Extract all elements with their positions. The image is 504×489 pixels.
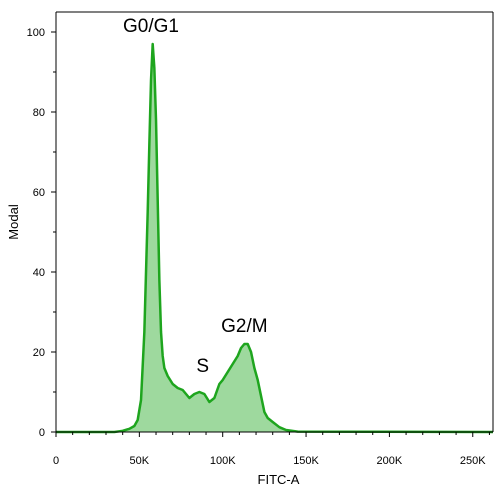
histogram-fill-area xyxy=(56,44,493,432)
peak-label: G2/M xyxy=(221,316,267,337)
y-axis-title: Modal xyxy=(6,204,21,240)
y-tick-label: 0 xyxy=(39,427,45,439)
y-tick-label: 60 xyxy=(33,187,45,199)
y-tick-label: 80 xyxy=(33,107,45,119)
x-tick-label: 200K xyxy=(377,455,403,467)
y-tick-label: 100 xyxy=(27,27,45,39)
histogram-line xyxy=(56,42,494,434)
annotations: G0/G1 S G2/M xyxy=(123,16,268,377)
y-tick-label: 20 xyxy=(33,347,45,359)
plot-area xyxy=(56,42,494,434)
y-tick-label: 40 xyxy=(33,267,45,279)
y-axis-ticks: 0 20 40 60 80 100 xyxy=(27,27,56,439)
peak-label: G0/G1 xyxy=(123,16,179,37)
x-tick-label: 250K xyxy=(460,455,486,467)
x-tick-label: 150K xyxy=(293,455,319,467)
x-axis-title: FITC-A xyxy=(258,472,300,487)
x-tick-label: 50K xyxy=(130,455,150,467)
peak-label: S xyxy=(196,356,209,377)
x-tick-label: 100K xyxy=(210,455,236,467)
x-axis-ticks: 0 50K 100K 150K 200K 250K xyxy=(53,432,490,467)
x-tick-label: 0 xyxy=(53,455,59,467)
